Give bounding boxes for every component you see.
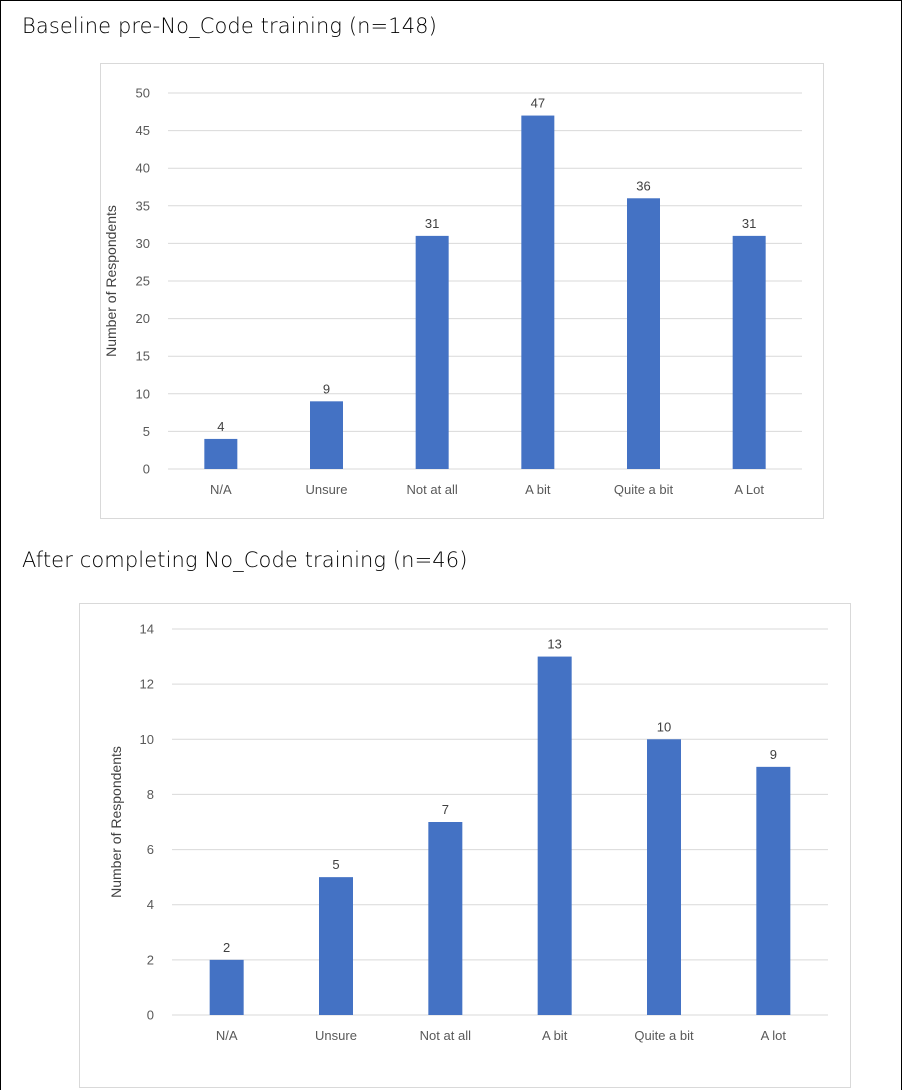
bar: [756, 766, 791, 1015]
x-tick-label: A Lot: [734, 482, 764, 497]
data-label: 9: [770, 747, 777, 762]
y-tick-label: 0: [147, 1008, 154, 1023]
chart-2-caption: After completing No_Code training (n=46): [22, 548, 468, 572]
data-label: 31: [425, 216, 439, 231]
chart-1-svg: 0 5 10 15 20 25 30 35 40 45 50 4 N/A 9 Unsure 31 Not at …: [103, 86, 802, 497]
y-axis-title: Number of Respondents: [103, 205, 119, 357]
chart-2: 0 2 4 6 8 10 12 14 2 N/A 5 Unsure 7 Not at all 13 A bit…: [79, 603, 851, 1088]
chart-2-svg: 0 2 4 6 8 10 12 14 2 N/A 5 Unsure 7 Not at all 13 A bit…: [108, 622, 828, 1043]
bar: [415, 235, 449, 469]
y-tick-label: 10: [140, 732, 154, 747]
x-tick-label: Unsure: [315, 1028, 357, 1043]
bar: [627, 198, 660, 469]
bar: [428, 822, 463, 1015]
bar: [647, 739, 681, 1015]
x-tick-label: N/A: [216, 1028, 238, 1043]
x-tick-label: A bit: [525, 482, 551, 497]
y-tick-label: 45: [136, 123, 150, 138]
x-tick-label: Not at all: [420, 1028, 471, 1043]
y-tick-label: 6: [147, 842, 154, 857]
y-tick-label: 8: [147, 787, 154, 802]
y-tick-label: 40: [136, 161, 150, 176]
y-tick-label: 15: [136, 349, 150, 364]
data-label: 7: [442, 802, 449, 817]
y-tick-label: 30: [136, 236, 150, 251]
bar: [537, 656, 572, 1015]
bar: [209, 959, 244, 1015]
data-label: 13: [547, 637, 561, 652]
y-tick-label: 20: [136, 311, 150, 326]
y-tick-label: 10: [136, 386, 150, 401]
data-label: 31: [742, 216, 756, 231]
bar: [732, 235, 766, 469]
y-tick-label: 4: [147, 897, 154, 912]
y-tick-label: 14: [140, 622, 154, 637]
y-tick-label: 25: [136, 274, 150, 289]
y-tick-label: 12: [140, 677, 154, 692]
x-tick-label: A lot: [761, 1028, 787, 1043]
data-label: 9: [323, 381, 330, 396]
y-tick-label: 0: [143, 462, 150, 477]
data-label: 10: [657, 719, 671, 734]
chart-1-caption: Baseline pre-No_Code training (n=148): [22, 14, 437, 38]
x-tick-label: A bit: [542, 1028, 568, 1043]
data-label: 36: [636, 178, 650, 193]
chart-1: 0 5 10 15 20 25 30 35 40 45 50 4 N/A 9 Unsure 31 Not at …: [100, 63, 824, 519]
bar: [310, 401, 343, 469]
data-label: 5: [332, 857, 339, 872]
x-tick-label: Not at all: [407, 482, 458, 497]
bar: [204, 438, 238, 469]
y-tick-label: 2: [147, 952, 154, 967]
y-tick-label: 5: [143, 424, 150, 439]
data-label: 4: [217, 419, 224, 434]
x-tick-label: Quite a bit: [614, 482, 674, 497]
x-tick-label: Quite a bit: [634, 1028, 694, 1043]
y-tick-label: 35: [136, 198, 150, 213]
bar: [319, 877, 353, 1015]
y-axis-title: Number of Respondents: [108, 746, 124, 898]
x-tick-label: Unsure: [306, 482, 348, 497]
data-label: 47: [531, 96, 545, 111]
y-tick-label: 50: [136, 86, 150, 101]
data-label: 2: [223, 940, 230, 955]
x-tick-label: N/A: [210, 482, 232, 497]
bar: [521, 115, 555, 469]
